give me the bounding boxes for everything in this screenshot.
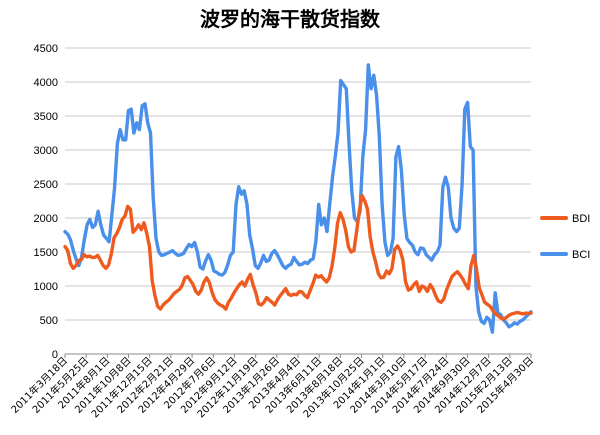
legend-label-bdi: BDI [572,213,590,225]
y-tick-label: 1500 [34,247,58,259]
y-tick-labels: 0 500 1000 1500 2000 2500 3000 3500 4000 4500 [34,43,58,361]
legend-label-bci: BCI [572,249,590,261]
series-line-bdi [63,193,533,321]
y-tick-label: 1000 [34,281,58,293]
x-tick-labels: 2011年3月18日2011年5月25日2011年8月1日2011年10月8日2… [8,354,536,420]
y-tick-label: 2500 [34,179,58,191]
y-tick-label: 3000 [34,145,58,157]
y-tick-label: 3500 [34,111,58,123]
series-line-bci [63,63,533,334]
series-lines [63,63,533,334]
y-tick-label: 500 [40,315,58,327]
y-tick-label: 4000 [34,77,58,89]
y-tick-label: 0 [52,349,58,361]
legend: BDI BCI [540,213,590,261]
chart-title: 波罗的海干散货指数 [200,7,381,31]
y-tick-label: 4500 [34,43,58,55]
y-tick-label: 2000 [34,213,58,225]
